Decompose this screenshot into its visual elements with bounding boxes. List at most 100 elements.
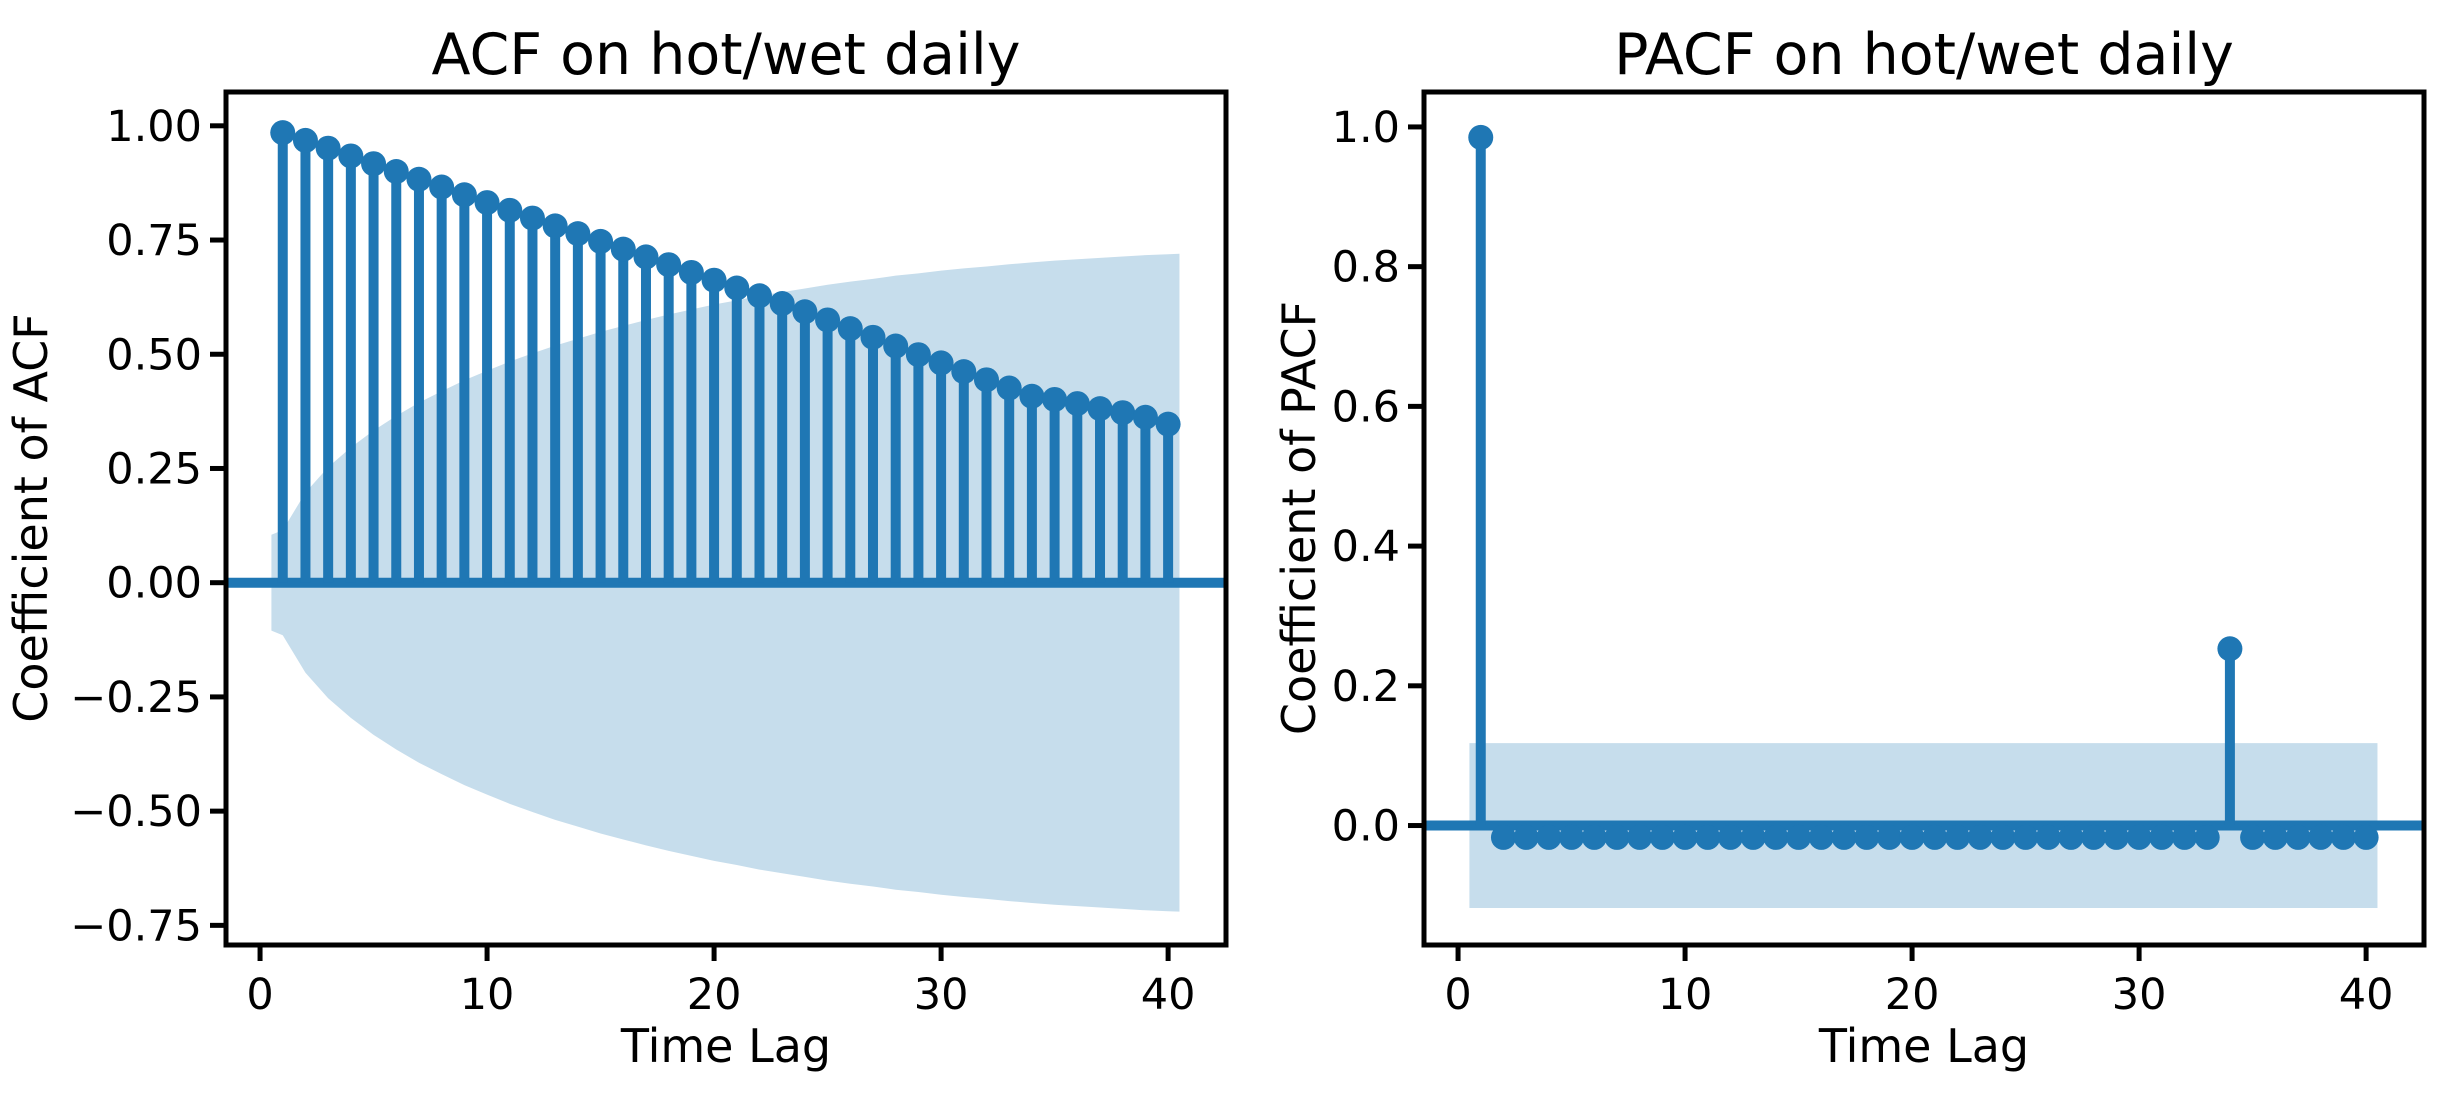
acf-y-tick-label: 0.25 bbox=[106, 444, 202, 494]
acf-marker-lag-36 bbox=[1064, 391, 1090, 417]
acf-marker-lag-35 bbox=[1042, 386, 1068, 412]
pacf-marker-lag-4 bbox=[1536, 824, 1562, 850]
pacf-marker-lag-35 bbox=[2240, 824, 2266, 850]
pacf-marker-lag-28 bbox=[2081, 824, 2107, 850]
pacf-marker-lag-40 bbox=[2353, 824, 2379, 850]
pacf-marker-lag-18 bbox=[1854, 824, 1880, 850]
pacf-marker-lag-24 bbox=[1990, 824, 2016, 850]
acf-marker-lag-32 bbox=[973, 367, 999, 393]
pacf-marker-lag-39 bbox=[2330, 824, 2356, 850]
acf-x-tick-label: 10 bbox=[460, 970, 515, 1020]
pacf-marker-lag-5 bbox=[1559, 824, 1585, 850]
pacf-marker-lag-32 bbox=[2171, 824, 2197, 850]
acf-marker-lag-21 bbox=[724, 275, 750, 301]
pacf-marker-lag-11 bbox=[1695, 824, 1721, 850]
pacf-marker-lag-17 bbox=[1831, 824, 1857, 850]
pacf-y-tick-label: 0.8 bbox=[1332, 243, 1400, 293]
acf-marker-lag-23 bbox=[769, 291, 795, 317]
acf-marker-lag-3 bbox=[315, 135, 341, 161]
pacf-marker-lag-3 bbox=[1513, 824, 1539, 850]
acf-y-tick-label: 0.00 bbox=[106, 559, 202, 609]
acf-x-tick-label: 30 bbox=[914, 970, 969, 1020]
pacf-marker-lag-22 bbox=[1944, 824, 1970, 850]
pacf-marker-lag-1 bbox=[1468, 124, 1494, 150]
pacf-marker-lag-8 bbox=[1627, 824, 1653, 850]
acf-marker-lag-5 bbox=[361, 151, 387, 177]
pacf-x-tick-label: 10 bbox=[1658, 970, 1713, 1020]
acf-marker-lag-20 bbox=[701, 267, 727, 293]
pacf-marker-lag-25 bbox=[2013, 824, 2039, 850]
acf-marker-lag-14 bbox=[565, 221, 591, 247]
pacf-marker-lag-6 bbox=[1581, 824, 1607, 850]
pacf-marker-lag-10 bbox=[1672, 824, 1698, 850]
pacf-x-tick-label: 40 bbox=[2339, 970, 2394, 1020]
acf-title: ACF on hot/wet daily bbox=[431, 22, 1020, 88]
pacf-y-tick-label: 0.6 bbox=[1332, 382, 1400, 432]
pacf-y-tick-label: 0.4 bbox=[1332, 522, 1400, 572]
pacf-marker-lag-37 bbox=[2285, 824, 2311, 850]
acf-x-tick-label: 20 bbox=[687, 970, 742, 1020]
acf-marker-lag-24 bbox=[792, 299, 818, 325]
pacf-marker-lag-19 bbox=[1876, 824, 1902, 850]
pacf-x-tick-label: 20 bbox=[1885, 970, 1940, 1020]
pacf-title: PACF on hot/wet daily bbox=[1614, 22, 2234, 88]
pacf-marker-lag-30 bbox=[2126, 824, 2152, 850]
acf-x-tick-label: 40 bbox=[1141, 970, 1196, 1020]
acf-yaxis-label: Coefficient of ACF bbox=[4, 313, 58, 722]
acf-marker-lag-10 bbox=[474, 190, 500, 216]
acf-marker-lag-37 bbox=[1087, 396, 1113, 422]
acf-xaxis-label: Time Lag bbox=[620, 1019, 831, 1073]
acf-marker-lag-17 bbox=[633, 244, 659, 270]
pacf-xaxis-label: Time Lag bbox=[1818, 1019, 2029, 1073]
acf-marker-lag-7 bbox=[406, 166, 432, 192]
pacf-marker-lag-38 bbox=[2308, 824, 2334, 850]
acf-x-tick-label: 0 bbox=[246, 970, 273, 1020]
pacf-marker-lag-13 bbox=[1740, 824, 1766, 850]
acf-marker-lag-8 bbox=[429, 174, 455, 200]
acf-marker-lag-4 bbox=[338, 143, 364, 169]
pacf-x-tick-label: 0 bbox=[1444, 970, 1471, 1020]
acf-marker-lag-9 bbox=[451, 182, 477, 208]
acf-marker-lag-16 bbox=[610, 236, 636, 262]
pacf-marker-lag-20 bbox=[1899, 824, 1925, 850]
acf-marker-lag-19 bbox=[678, 259, 704, 285]
acf-y-tick-label: 1.00 bbox=[106, 102, 202, 152]
pacf-yaxis-label: Coefficient of PACF bbox=[1272, 301, 1326, 735]
acf-marker-lag-12 bbox=[519, 205, 545, 231]
pacf-y-tick-label: 1.0 bbox=[1332, 103, 1400, 153]
pacf-y-tick-label: 0.2 bbox=[1332, 662, 1400, 712]
acf-marker-lag-39 bbox=[1132, 404, 1158, 430]
pacf-marker-lag-15 bbox=[1786, 824, 1812, 850]
acf-axes: 0 10 20 30 40 1.00 0.75 0.50 0.25 0.00 −0.25 −0.50 −… bbox=[70, 89, 1229, 1020]
acf-marker-lag-18 bbox=[656, 252, 682, 278]
pacf-marker-lag-7 bbox=[1604, 824, 1630, 850]
acf-marker-lag-27 bbox=[860, 324, 886, 350]
pacf-marker-lag-14 bbox=[1763, 824, 1789, 850]
pacf-marker-lag-31 bbox=[2149, 824, 2175, 850]
pacf-marker-lag-36 bbox=[2262, 824, 2288, 850]
pacf-marker-lag-26 bbox=[2035, 824, 2061, 850]
acf-marker-lag-11 bbox=[497, 197, 523, 223]
pacf-marker-lag-23 bbox=[1967, 824, 1993, 850]
acf-marker-lag-34 bbox=[1019, 383, 1045, 409]
plots-layer: 0 10 20 30 401.000.750.500.250.00−0.25−0.50−… bbox=[70, 89, 2427, 1020]
acf-y-tick-label: 0.50 bbox=[106, 330, 202, 380]
pacf-stems bbox=[1468, 124, 2379, 850]
pacf-marker-lag-33 bbox=[2194, 824, 2220, 850]
acf-marker-lag-13 bbox=[542, 213, 568, 239]
acf-marker-lag-38 bbox=[1110, 400, 1136, 426]
acf-marker-lag-29 bbox=[905, 342, 931, 368]
pacf-marker-lag-34 bbox=[2217, 636, 2243, 662]
acf-y-tick-label: 0.75 bbox=[106, 216, 202, 266]
acf-marker-lag-22 bbox=[746, 283, 772, 309]
acf-y-tick-label: −0.25 bbox=[70, 673, 202, 723]
acf-stems bbox=[270, 120, 1181, 583]
acf-marker-lag-31 bbox=[951, 359, 977, 385]
pacf-marker-lag-16 bbox=[1808, 824, 1834, 850]
acf-marker-lag-33 bbox=[996, 375, 1022, 401]
pacf-marker-lag-9 bbox=[1649, 824, 1675, 850]
acf-marker-lag-30 bbox=[928, 350, 954, 376]
acf-marker-lag-26 bbox=[837, 316, 863, 342]
